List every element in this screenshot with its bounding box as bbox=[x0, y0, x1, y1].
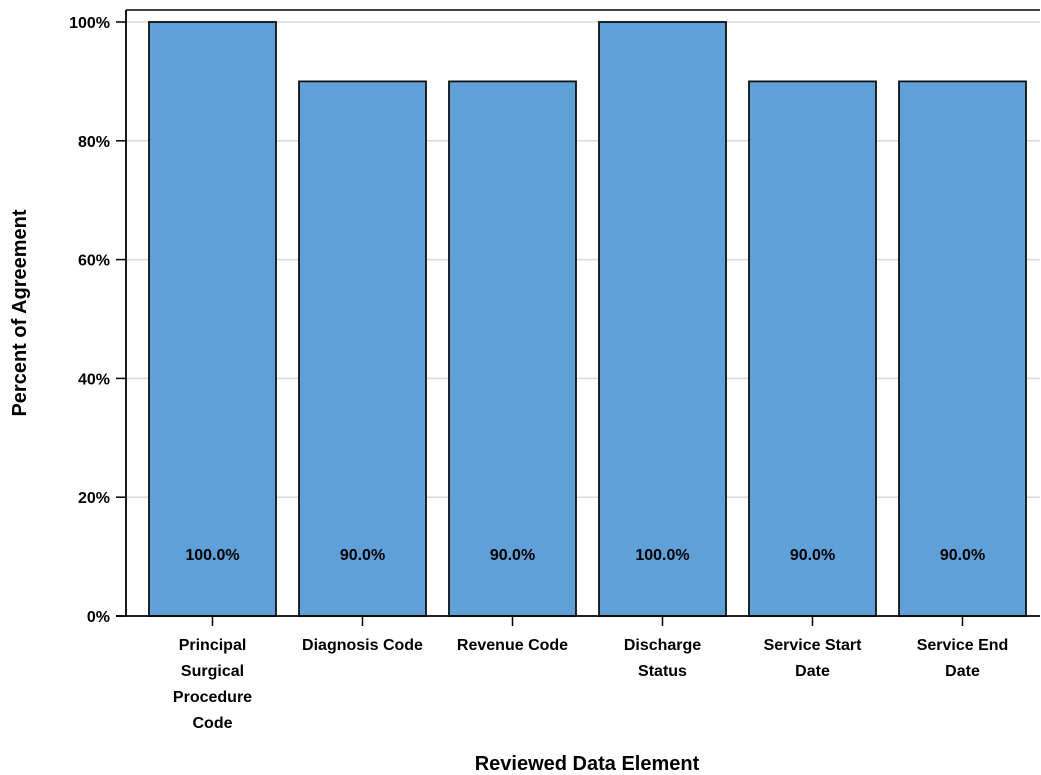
x-axis-title: Reviewed Data Element bbox=[475, 753, 700, 775]
y-axis-ticks: 0% 20% 40% 60% 80% 100% bbox=[69, 15, 126, 626]
x-axis-category-labels: Principal Surgical Procedure Code Diagnosis … bbox=[173, 616, 1008, 732]
bar-data-label: 100.0% bbox=[185, 547, 239, 564]
bars bbox=[148, 21, 1027, 617]
bar bbox=[898, 80, 1027, 617]
bar-data-label: 100.0% bbox=[635, 547, 689, 564]
x-category-label: Service Start Date bbox=[764, 637, 863, 680]
x-category-label-line: Revenue Code bbox=[457, 637, 568, 654]
bar-data-label: 90.0% bbox=[340, 547, 385, 564]
x-category-label: Service End Date bbox=[917, 637, 1009, 680]
y-tick-label: 0% bbox=[87, 609, 110, 626]
x-category-label-line: Date bbox=[945, 663, 980, 680]
x-category-label-line: Principal bbox=[179, 637, 247, 654]
bar bbox=[148, 21, 277, 617]
gridlines bbox=[126, 9, 1040, 498]
x-category-label-line: Diagnosis Code bbox=[302, 637, 423, 654]
x-category-label-line: Service End bbox=[917, 637, 1009, 654]
bar bbox=[598, 21, 727, 617]
y-tick-label: 100% bbox=[69, 15, 110, 32]
axes bbox=[116, 10, 1040, 617]
y-tick-label: 20% bbox=[78, 490, 110, 507]
y-tick-label: 60% bbox=[78, 253, 110, 270]
x-category-label: Principal Surgical Procedure Code bbox=[173, 637, 252, 732]
bar-data-label: 90.0% bbox=[790, 547, 835, 564]
x-category-label-line: Service Start bbox=[764, 637, 863, 654]
x-category-label-line: Discharge bbox=[624, 637, 701, 654]
x-category-label: Discharge Status bbox=[624, 637, 701, 680]
data-labels: 100.0% 90.0% 90.0% 100.0% 90.0% 90.0% bbox=[185, 547, 985, 564]
bar-data-label: 90.0% bbox=[940, 547, 985, 564]
x-category-label: Revenue Code bbox=[457, 637, 568, 654]
x-category-label-line: Procedure bbox=[173, 689, 252, 706]
bar bbox=[748, 80, 877, 617]
x-category-label-line: Surgical bbox=[181, 663, 244, 680]
x-category-label-line: Status bbox=[638, 663, 687, 680]
x-category-label: Diagnosis Code bbox=[302, 637, 423, 654]
bar bbox=[448, 80, 577, 617]
bar bbox=[298, 80, 427, 617]
y-tick-label: 80% bbox=[78, 134, 110, 151]
x-category-label-line: Date bbox=[795, 663, 830, 680]
x-category-label-line: Code bbox=[193, 715, 233, 732]
bar-data-label: 90.0% bbox=[490, 547, 535, 564]
y-tick-label: 40% bbox=[78, 371, 110, 388]
y-axis-title: Percent of Agreement bbox=[9, 209, 31, 416]
